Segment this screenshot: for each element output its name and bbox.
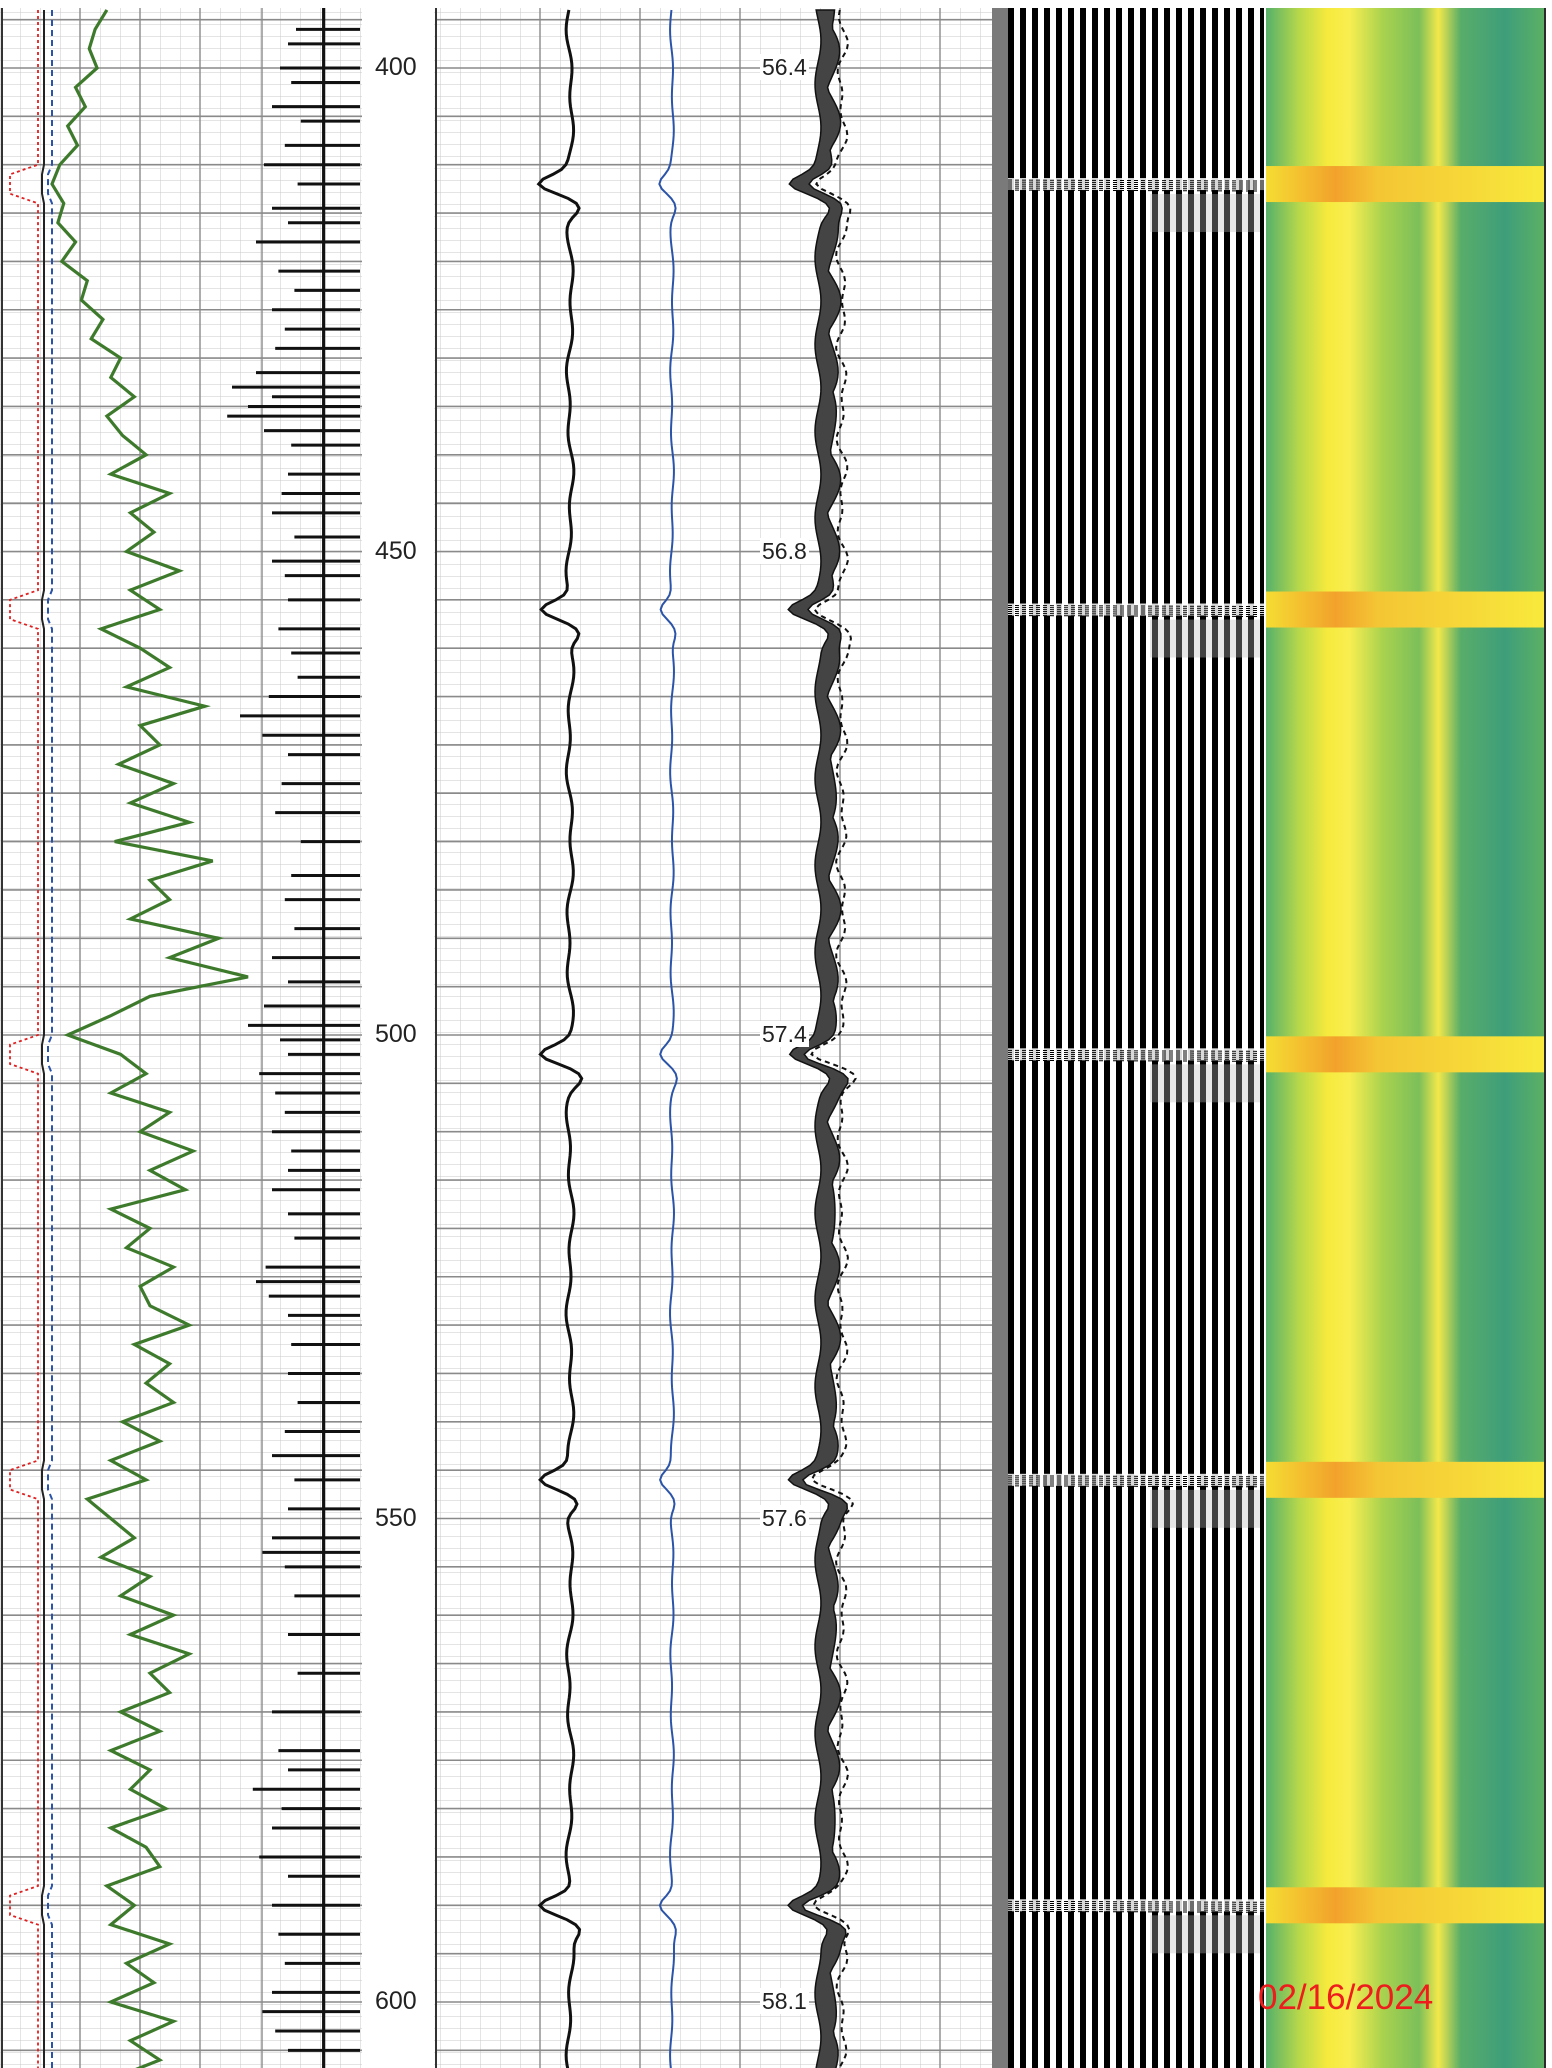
cbl-amplitude-band: [787, 9, 849, 2068]
cbl-annotation: 56.8: [760, 537, 809, 564]
date-stamp: 02/16/2024: [1258, 1978, 1434, 2017]
vdl-noise-line: [1007, 187, 1265, 190]
vdl-noise-line: [1007, 1051, 1265, 1054]
vdl-noise-line: [1007, 607, 1265, 610]
vdl-noise-line: [1007, 605, 1265, 608]
vdl-noise-line: [1007, 1902, 1265, 1905]
cbl-dashed-curve: [810, 9, 857, 2068]
vdl-noise-line: [1007, 179, 1265, 182]
vdl-noise-line: [1007, 1485, 1265, 1488]
vdl-noise-line: [1007, 1059, 1265, 1062]
vdl-noise-line: [1007, 1479, 1265, 1482]
vdl-stripes: [1008, 8, 1264, 2068]
track-1: [0, 8, 362, 2068]
cement-map-track: [1266, 8, 1546, 2068]
neutron-tick-marks: [227, 8, 360, 2068]
depth-label: 400: [373, 53, 419, 81]
vdl-noise-line: [1007, 609, 1265, 612]
vdl-track: [992, 8, 1265, 2068]
depth-label: 550: [373, 1503, 419, 1532]
vdl-noise-line: [1007, 1049, 1265, 1052]
depth-label: 600: [373, 1987, 419, 2015]
vdl-noise-line: [1007, 613, 1265, 616]
vdl-noise-line: [1007, 181, 1265, 184]
sp-black: [41, 9, 45, 2068]
vdl-noise-line: [1007, 1055, 1265, 1058]
vdl-noise-line: [1007, 1906, 1265, 1909]
depth-label: 450: [373, 536, 419, 565]
collar-band: [1266, 166, 1544, 203]
vdl-noise-line: [1007, 183, 1265, 186]
vdl-noise-line: [1007, 1908, 1265, 1911]
vdl-noise-line: [1007, 189, 1265, 192]
cement-map-collar-bands: [1266, 166, 1544, 1924]
vdl-distortion: [1150, 1064, 1260, 1103]
cbl-annotation: 56.4: [760, 54, 809, 80]
track-2-major-grid: [436, 8, 992, 2068]
gamma-ray-curve: [50, 9, 249, 2068]
vdl-noise-line: [1007, 185, 1265, 188]
depth-label: 500: [373, 1020, 419, 1048]
vdl-noise-line: [1007, 1900, 1265, 1903]
vdl-noise-line: [1007, 1904, 1265, 1907]
vdl-noise-line: [1007, 1481, 1265, 1484]
vdl-distortion: [1150, 1489, 1260, 1528]
sp-red-dotted: [9, 9, 39, 2068]
amplitude-curve: [536, 9, 584, 2068]
vdl-noise-line: [1007, 615, 1265, 618]
track-2: [434, 8, 994, 2068]
vdl-noise-line: [1007, 611, 1265, 614]
transit-time-curve: [658, 9, 678, 2068]
sp-curves: [9, 9, 53, 2068]
vdl-left-band: [992, 8, 1008, 2068]
vdl-noise-line: [1007, 1057, 1265, 1060]
collar-band: [1266, 591, 1544, 628]
track-1-grid: [0, 8, 362, 2068]
collar-band: [1266, 1036, 1544, 1073]
vdl-noise-line: [1007, 1483, 1265, 1486]
collar-band: [1266, 1461, 1544, 1498]
vdl-distortion: [1150, 194, 1260, 233]
track-2-grid: [434, 8, 994, 2068]
vdl-noise-line: [1007, 1477, 1265, 1480]
vdl-noise-line: [1007, 1053, 1265, 1056]
vdl-distortion: [1150, 1915, 1260, 1954]
vdl-noise-line: [1007, 1910, 1265, 1913]
collar-band: [1266, 1887, 1544, 1924]
cbl-annotation: 57.6: [760, 1504, 809, 1531]
cbl-annotation: 58.1: [760, 1988, 809, 2014]
vdl-distortion: [1150, 619, 1260, 658]
vdl-noise-line: [1007, 1475, 1265, 1478]
vdl-collar-disturbances: [1007, 178, 1265, 1954]
cbl-annotation: 57.4: [760, 1021, 809, 1047]
